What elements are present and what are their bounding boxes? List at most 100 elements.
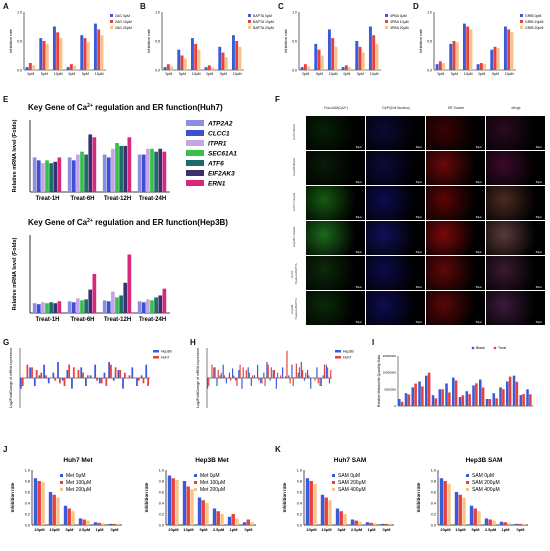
bar xyxy=(182,481,187,525)
bar xyxy=(317,378,319,384)
bar xyxy=(63,505,68,525)
bar xyxy=(483,64,487,70)
bar xyxy=(441,389,444,406)
bar xyxy=(41,302,45,313)
bar xyxy=(83,38,87,70)
bar xyxy=(170,66,174,70)
x-tick-label: 2.5μM xyxy=(213,527,225,532)
x-tick-label: 2.5μM xyxy=(79,527,91,532)
bar xyxy=(221,52,225,70)
bar xyxy=(231,35,235,70)
x-tick-label: 0μM xyxy=(302,72,309,76)
bar xyxy=(57,362,59,378)
scale-bar-label: 50μm xyxy=(535,251,542,254)
bar xyxy=(507,29,511,70)
bar xyxy=(331,38,335,70)
bar xyxy=(137,378,140,381)
tick-label: 0.8 xyxy=(25,479,30,483)
legend-label: Hep3B xyxy=(161,350,172,354)
bar xyxy=(136,378,138,386)
tick-label: 0.5 xyxy=(155,39,160,43)
bar xyxy=(425,375,428,406)
bar xyxy=(213,367,215,378)
bar xyxy=(400,401,404,406)
chart-title: Key Gene of Ca2+ regulation and ER funct… xyxy=(28,103,223,112)
x-tick-label: 20μM xyxy=(440,527,451,532)
legend-swatch xyxy=(110,20,113,23)
bar xyxy=(307,370,309,378)
bar xyxy=(442,63,446,70)
bar xyxy=(431,395,435,406)
bar xyxy=(492,520,496,525)
legend-swatch xyxy=(153,350,159,353)
legend-label: BAPTA 10μM xyxy=(253,20,274,24)
legend-label: Hep3B xyxy=(343,350,354,354)
bar xyxy=(223,375,226,378)
x-tick-label: 5μM xyxy=(65,527,74,532)
bar xyxy=(154,297,158,313)
bar xyxy=(388,523,392,525)
bar xyxy=(114,367,117,378)
bar xyxy=(261,378,263,384)
bar xyxy=(292,378,294,386)
bar xyxy=(496,47,500,70)
microscopy-column-label: Merge xyxy=(511,106,521,110)
panel-letter-e: E xyxy=(3,95,9,104)
chart-title: Key Gene of Ca2+ regulation and ER funct… xyxy=(28,218,228,227)
bar xyxy=(291,364,293,378)
bar xyxy=(88,134,93,192)
bar xyxy=(375,43,379,70)
bar xyxy=(38,375,41,378)
bar xyxy=(43,364,45,378)
microscopy-image: 50μm xyxy=(306,221,365,255)
bar xyxy=(327,367,329,378)
bar xyxy=(194,43,198,70)
bar xyxy=(207,65,211,70)
y-axis-label: Inhibition rate xyxy=(283,28,288,53)
chart-d: Inhibition rate 0.0 0.5 1.0 0μM 5μM 10μM 0μM 5μM… xyxy=(418,10,543,76)
scale-bar-label: 50μm xyxy=(535,321,542,324)
x-tick-label: 5μM xyxy=(199,527,208,532)
x-tick-label: 0μM xyxy=(68,72,75,76)
bar xyxy=(97,522,101,525)
bar xyxy=(97,29,101,70)
x-tick-label: 5μM xyxy=(357,72,364,76)
bar xyxy=(82,372,84,378)
bar xyxy=(466,26,470,70)
x-tick-label: 10μM xyxy=(455,527,466,532)
tick-label: 0.5 xyxy=(427,39,432,43)
bar xyxy=(503,26,507,70)
bar xyxy=(506,381,509,406)
microscopy-image: 50μm xyxy=(426,186,485,220)
legend-label: 2AG 20μM xyxy=(115,26,132,30)
bar xyxy=(330,370,332,378)
legend-swatch xyxy=(466,488,469,491)
bar xyxy=(522,523,526,525)
bar xyxy=(522,394,525,406)
bar xyxy=(248,372,251,378)
bar xyxy=(31,367,33,378)
scale-bar-label: 50μm xyxy=(475,181,482,184)
bar xyxy=(141,302,146,313)
bar xyxy=(218,46,222,70)
bar xyxy=(123,145,128,192)
bar xyxy=(145,364,148,378)
bar xyxy=(77,370,80,378)
bar xyxy=(48,492,53,525)
bar xyxy=(250,378,252,386)
bar xyxy=(122,378,124,389)
scale-bar-label: 50μm xyxy=(415,251,422,254)
bar xyxy=(80,367,83,378)
bar xyxy=(45,160,49,192)
bar xyxy=(167,475,172,525)
bar xyxy=(36,160,41,192)
bar xyxy=(52,26,56,70)
bar xyxy=(146,299,150,313)
legend-label: Huh7 xyxy=(343,356,351,360)
bar xyxy=(407,394,411,406)
legend-swatch xyxy=(332,488,335,491)
bar xyxy=(272,370,274,378)
legend-swatch xyxy=(186,170,204,176)
x-tick-label: 0μM xyxy=(478,72,485,76)
microscopy-column-label: DAPI(Cell Nucleus) xyxy=(382,106,410,110)
